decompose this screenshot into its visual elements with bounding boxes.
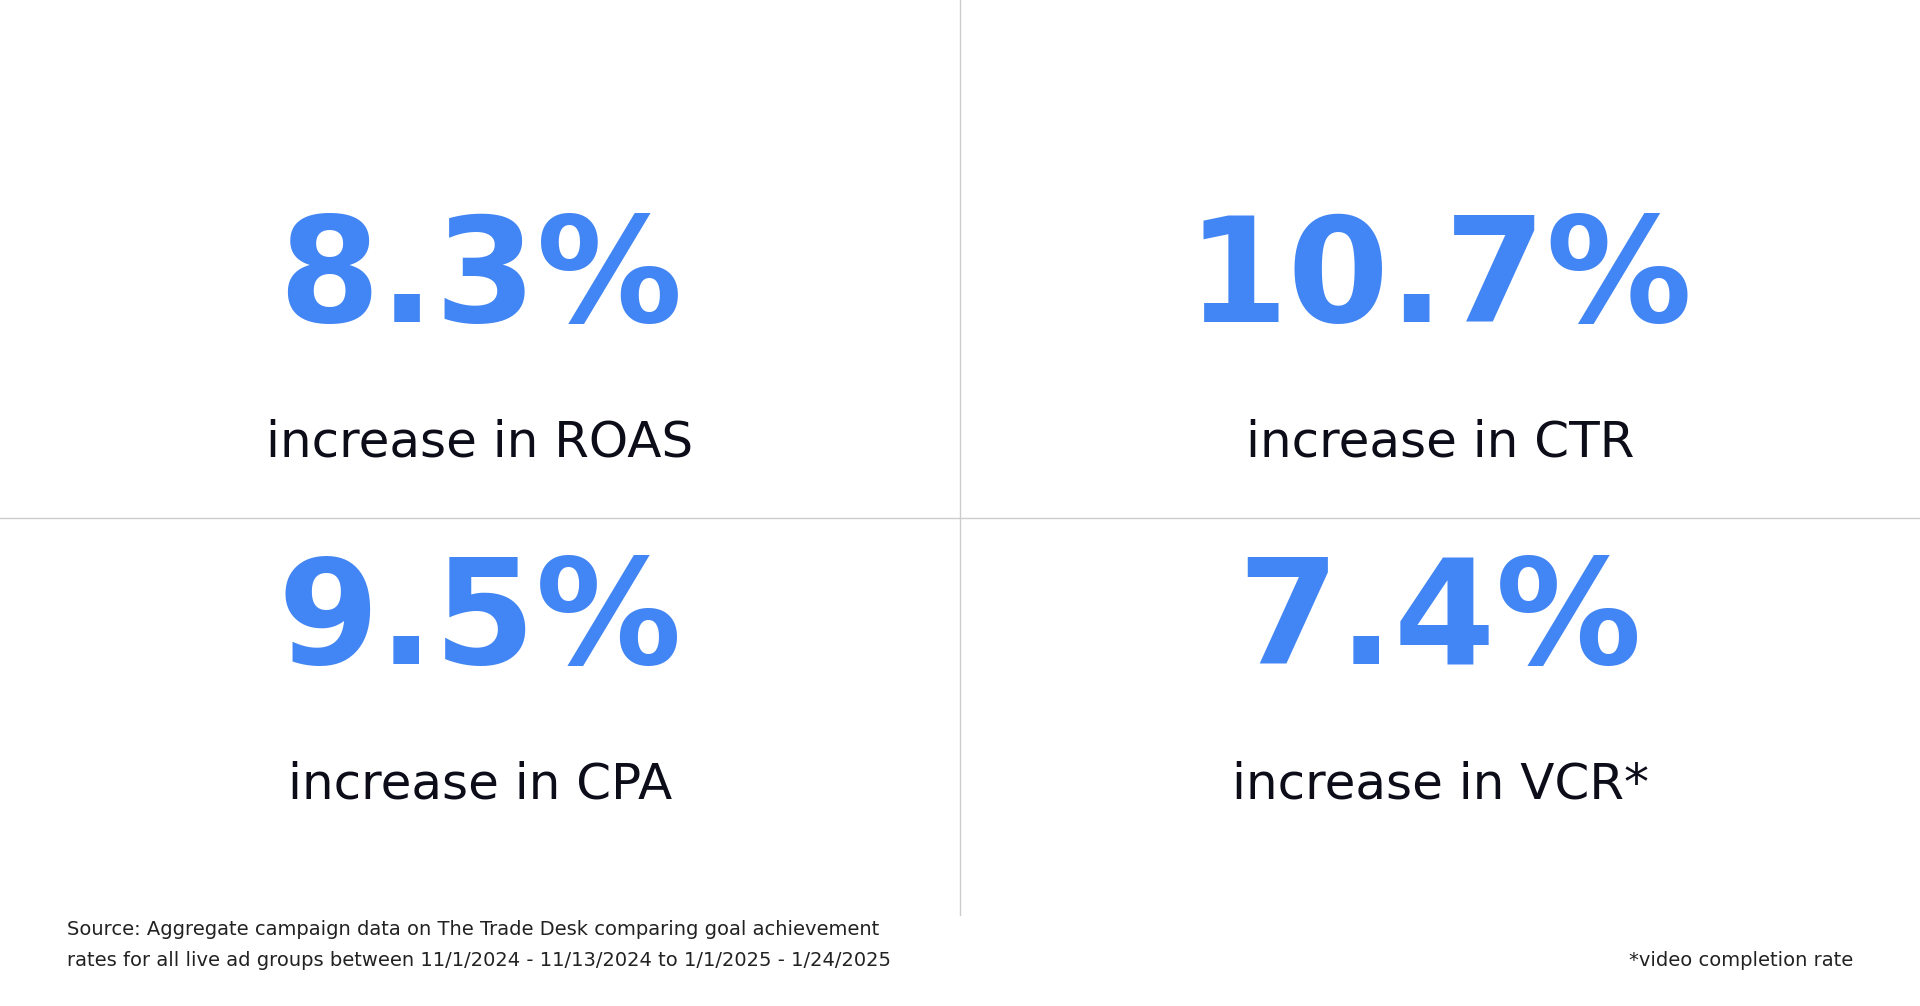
Text: Source: Aggregate campaign data on The Trade Desk comparing goal achievement: Source: Aggregate campaign data on The T…	[67, 920, 879, 940]
Text: *video completion rate: *video completion rate	[1628, 951, 1853, 970]
Text: 9.5%: 9.5%	[278, 553, 682, 694]
Text: rates for all live ad groups between 11/1/2024 - 11/13/2024 to 1/1/2025 - 1/24/2: rates for all live ad groups between 11/…	[67, 951, 891, 970]
Text: increase in CTR: increase in CTR	[1246, 418, 1634, 467]
Text: 10.7%: 10.7%	[1187, 211, 1693, 352]
Text: increase in CPA: increase in CPA	[288, 761, 672, 809]
Text: 7.4%: 7.4%	[1238, 553, 1642, 694]
Text: increase in ROAS: increase in ROAS	[267, 418, 693, 467]
Text: increase in VCR*: increase in VCR*	[1231, 761, 1649, 809]
Text: 8.3%: 8.3%	[278, 211, 682, 352]
